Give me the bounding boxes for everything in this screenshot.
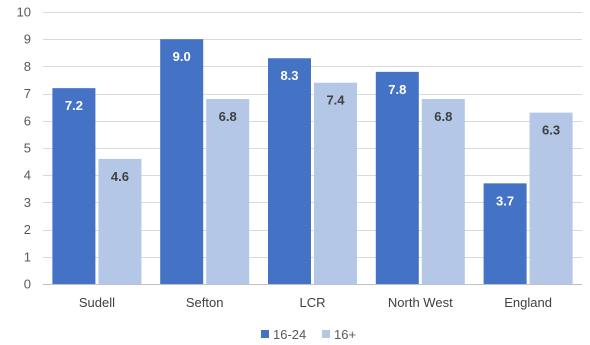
y-tick-label: 0 — [24, 277, 31, 292]
bar-16+-sefton — [206, 99, 250, 284]
y-axis: 0 1 2 3 4 5 6 7 8 9 10 — [17, 5, 31, 292]
y-tick-label: 10 — [17, 5, 31, 20]
data-label: 4.6 — [111, 169, 129, 184]
data-label: 7.2 — [65, 98, 83, 113]
data-label: 8.3 — [280, 68, 298, 83]
data-label: 9.0 — [173, 49, 191, 64]
y-tick-label: 8 — [24, 59, 31, 74]
legend-swatch — [261, 330, 269, 338]
legend-label: 16+ — [334, 327, 356, 342]
data-label: 3.7 — [496, 193, 514, 208]
bar-16-24-north-west — [375, 71, 419, 284]
y-tick-label: 4 — [24, 168, 31, 183]
data-label: 6.3 — [542, 123, 560, 138]
legend-label: 16-24 — [273, 327, 306, 342]
data-label: 7.4 — [326, 93, 345, 108]
x-tick-label: LCR — [299, 295, 325, 310]
data-label: 7.8 — [388, 82, 406, 97]
y-tick-label: 5 — [24, 141, 31, 156]
legend: 16-24 16+ — [261, 327, 356, 342]
bar-16-24-lcr — [268, 58, 311, 284]
bars — [52, 39, 573, 285]
x-axis: Sudell Sefton LCR North West England — [79, 295, 552, 310]
y-tick-label: 6 — [24, 113, 31, 128]
y-tick-label: 1 — [24, 249, 31, 264]
x-tick-label: Sudell — [79, 295, 115, 310]
y-tick-label: 9 — [24, 32, 31, 47]
bar-16-24-sudell — [52, 88, 96, 284]
y-tick-label: 2 — [24, 222, 31, 237]
x-tick-label: North West — [388, 295, 453, 310]
y-tick-label: 3 — [24, 195, 31, 210]
data-labels: 7.2 4.6 9.0 6.8 8.3 7.4 7.8 6.8 3.7 6.3 — [65, 49, 560, 208]
data-label: 6.8 — [219, 109, 237, 124]
y-tick-label: 7 — [24, 86, 31, 101]
data-label: 6.8 — [434, 109, 452, 124]
bar-16+-north-west — [421, 99, 465, 284]
legend-swatch — [322, 330, 330, 338]
bar-16+-lcr — [314, 82, 357, 284]
bar-16+-sudell — [98, 158, 142, 284]
x-tick-label: England — [504, 295, 552, 310]
x-tick-label: Sefton — [186, 295, 224, 310]
bar-16-24-england — [483, 183, 527, 284]
bar-16-24-sefton — [160, 39, 204, 285]
bar-16+-england — [529, 112, 573, 284]
